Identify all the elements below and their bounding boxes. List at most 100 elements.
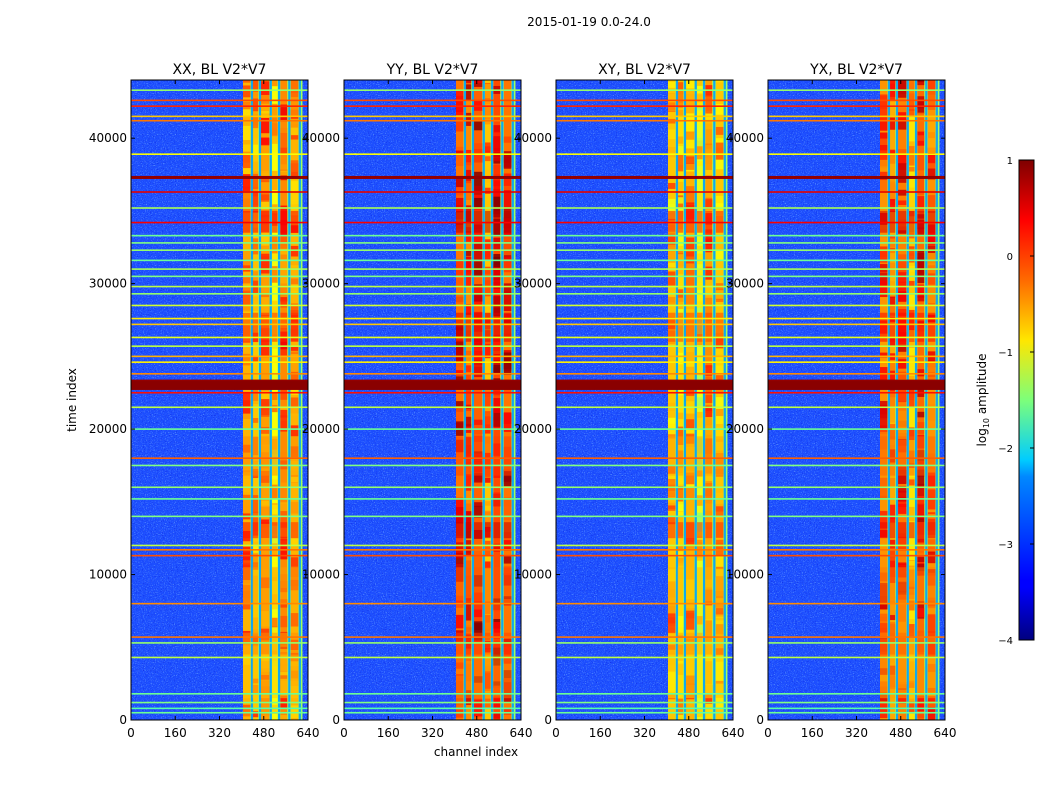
- signal-blob: [456, 95, 464, 113]
- signal-blob: [260, 231, 270, 246]
- signal-blob: [473, 286, 483, 294]
- rfi-row: [131, 317, 308, 320]
- bright-band: [473, 436, 483, 476]
- rfi-row: [556, 701, 733, 704]
- y-tick-label: 40000: [89, 131, 127, 145]
- colorbar-ticks: −4 −3 −2 −1 0 1: [998, 156, 1034, 647]
- signal-blob: [880, 400, 888, 420]
- rfi-row: [344, 642, 521, 644]
- rfi-row: [344, 498, 521, 500]
- signal-blob: [456, 363, 464, 371]
- signal-blob: [668, 402, 676, 418]
- signal-blob: [280, 409, 288, 418]
- signal-blob: [880, 352, 888, 358]
- signal-blob: [677, 289, 684, 302]
- panel-body: [131, 80, 308, 720]
- signal-blob: [677, 297, 684, 310]
- bright-band: [243, 522, 251, 539]
- signal-blob: [697, 469, 703, 488]
- rfi-row: [344, 234, 521, 237]
- signal-blob: [685, 256, 695, 262]
- signal-blob: [880, 178, 888, 191]
- signal-blob: [252, 296, 259, 311]
- signal-blob: [909, 560, 915, 566]
- signal-blob: [465, 474, 472, 491]
- panel-2: XY, BL V2*V7 0 160 320 480 640 0 10000 20000 3000…: [514, 62, 745, 740]
- signal-blob: [290, 531, 299, 546]
- rfi-row: [556, 175, 733, 179]
- bright-band: [685, 522, 695, 539]
- signal-blob: [715, 692, 724, 710]
- rfi-row: [556, 242, 733, 244]
- signal-blob: [260, 91, 270, 104]
- signal-blob: [927, 252, 936, 266]
- signal-blob: [697, 625, 703, 637]
- rfi-row: [768, 515, 945, 518]
- signal-blob: [880, 159, 888, 169]
- signal-blob: [473, 80, 483, 84]
- bright-band: [280, 312, 288, 342]
- signal-blob: [465, 169, 472, 189]
- signal-blob: [705, 605, 713, 621]
- signal-blob: [909, 388, 915, 408]
- signal-blob: [485, 601, 491, 615]
- signal-blob: [705, 148, 713, 156]
- bright-band: [493, 522, 501, 539]
- signal-column: [917, 80, 925, 720]
- signal-blob: [677, 254, 684, 275]
- signal-blob: [280, 241, 288, 250]
- y-tick-label: 20000: [514, 422, 552, 436]
- signal-blob: [889, 80, 896, 84]
- bright-band: [685, 436, 695, 476]
- x-tick-label: 480: [677, 726, 700, 740]
- channel-gap-line: [906, 80, 909, 720]
- x-tick-label: 320: [845, 726, 868, 740]
- rfi-row: [556, 323, 733, 326]
- signal-blob: [677, 136, 684, 144]
- channel-gap-line: [713, 80, 716, 720]
- x-tick-label: 320: [633, 726, 656, 740]
- rfi-row: [768, 115, 945, 118]
- signal-blob: [705, 407, 713, 418]
- bright-band: [909, 436, 915, 476]
- signal-blob: [493, 281, 501, 300]
- signal-blob: [677, 545, 684, 552]
- signal-blob: [503, 258, 512, 273]
- rfi-row: [556, 693, 733, 695]
- bright-band: [456, 312, 464, 342]
- rfi-row: [344, 105, 521, 107]
- signal-blob: [889, 284, 896, 297]
- bright-band: [897, 312, 907, 342]
- rfi-row: [131, 498, 308, 500]
- signal-blob: [503, 190, 512, 210]
- x-tick-label: 480: [252, 726, 275, 740]
- bright-band: [465, 312, 472, 342]
- rfi-row: [344, 293, 521, 295]
- signal-blob: [909, 109, 915, 116]
- bright-band: [485, 654, 491, 699]
- rfi-row: [344, 317, 521, 320]
- signal-blob: [677, 501, 684, 511]
- signal-blob: [705, 110, 713, 124]
- bright-band: [697, 522, 703, 539]
- signal-blob: [927, 162, 936, 169]
- bright-band: [927, 567, 936, 604]
- rfi-row: [344, 701, 521, 704]
- signal-blob: [909, 187, 915, 208]
- signal-blob: [668, 236, 676, 248]
- signal-blob: [456, 90, 464, 100]
- signal-blob: [493, 398, 501, 413]
- signal-blob: [897, 344, 907, 352]
- signal-blob: [917, 369, 925, 377]
- channel-gap-line: [511, 80, 514, 720]
- rfi-row: [556, 428, 733, 430]
- signal-blob: [503, 235, 512, 256]
- signal-blob: [290, 116, 299, 128]
- rfi-row: [556, 544, 733, 547]
- rfi-row: [344, 119, 521, 122]
- signal-blob: [685, 472, 695, 485]
- bright-band: [260, 567, 270, 604]
- signal-blob: [493, 543, 501, 552]
- bright-band: [456, 522, 464, 539]
- rfi-row: [131, 693, 308, 695]
